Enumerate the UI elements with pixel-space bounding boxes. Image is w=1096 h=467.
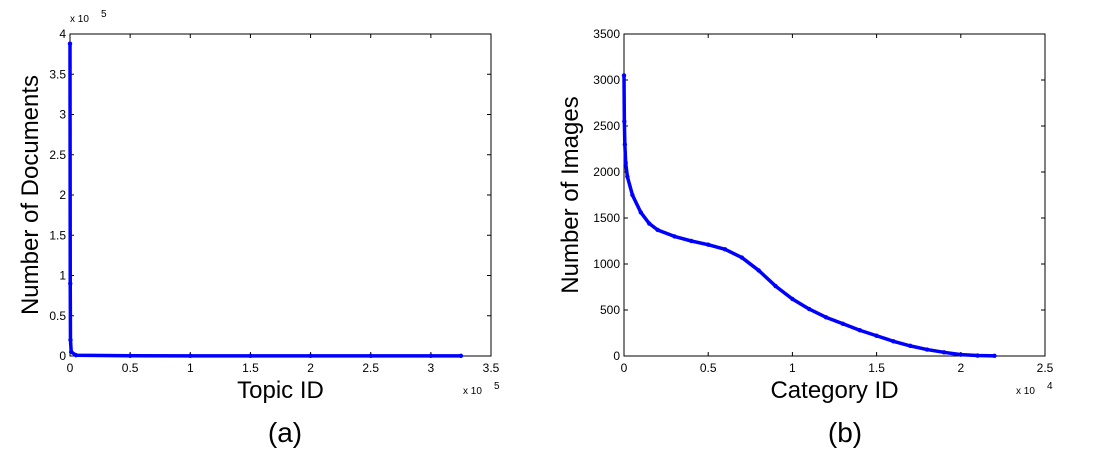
- x-tick-label: 0: [621, 361, 628, 375]
- x-tick-label: 0.5: [700, 361, 717, 375]
- y-tick-label: 2: [59, 188, 66, 202]
- data-point: [840, 321, 846, 326]
- data-point: [458, 353, 464, 359]
- data-point: [68, 337, 73, 343]
- data-point: [69, 349, 74, 355]
- x-tick-label: 1.5: [242, 361, 259, 375]
- y-tick-label: 3000: [593, 73, 620, 87]
- data-point: [857, 328, 862, 333]
- y-axis-label: Number of Documents: [17, 75, 44, 315]
- data-point: [647, 221, 652, 226]
- y-tick-label: 0: [613, 349, 620, 363]
- data-point: [992, 353, 997, 359]
- data-point: [790, 296, 795, 302]
- data-point: [188, 353, 193, 359]
- data-point: [655, 227, 660, 233]
- x-axis-multiplier: x 10: [1016, 386, 1035, 397]
- y-tick-label: 1.5: [49, 228, 66, 242]
- data-point: [975, 353, 980, 358]
- y-tick-label: 1000: [593, 257, 620, 271]
- data-point: [958, 352, 963, 357]
- data-point: [622, 142, 628, 147]
- y-tick-label: 1: [59, 269, 66, 283]
- x-axis-label: Category ID: [770, 377, 898, 404]
- data-point: [428, 353, 434, 359]
- data-point: [638, 210, 644, 215]
- data-point: [773, 283, 778, 289]
- data-point: [368, 353, 373, 359]
- data-point: [68, 281, 73, 286]
- y-tick-label: 2.5: [49, 148, 66, 162]
- series-line: [622, 73, 997, 358]
- data-point: [807, 306, 812, 312]
- data-point: [908, 343, 913, 349]
- y-axis-label: Number of Images: [557, 96, 584, 293]
- data-point: [73, 352, 79, 358]
- data-point: [625, 174, 630, 179]
- data-point: [689, 238, 694, 244]
- data-point: [941, 350, 947, 355]
- x-tick-label: 1.5: [868, 361, 885, 375]
- y-tick-label: 500: [600, 303, 620, 317]
- data-point: [127, 353, 133, 358]
- y-tick-label: 0.5: [49, 309, 66, 323]
- data-point: [67, 41, 73, 46]
- x-tick-label: 3.5: [483, 361, 500, 375]
- x-tick-label: 0.5: [122, 361, 139, 375]
- x-tick-label: 2.5: [362, 361, 379, 375]
- data-point: [756, 268, 761, 273]
- y-tick-label: 1500: [593, 211, 620, 225]
- chart-a: 0 0.5 1 1.5 2 2.5 3 3.5 0 0.5 1 1.5 2 2.5 3 3.5 4 Topic I…: [17, 9, 500, 404]
- chart-b: 0 0.5 1 1.5 2 2.5 0 500 1000 1500 2000 2500 3000 3500…: [557, 27, 1054, 404]
- x-tick-label: 0: [67, 361, 74, 375]
- y-tick-label: 3: [59, 108, 66, 122]
- data-point: [672, 234, 677, 239]
- plot-frame: [69, 33, 492, 357]
- data-point: [248, 353, 253, 359]
- y-tick-label: 2500: [593, 119, 620, 133]
- x-axis-multiplier: x 10: [463, 386, 482, 397]
- data-point: [722, 247, 728, 252]
- y-axis-exponent: 5: [101, 9, 107, 20]
- x-axis-exponent: 5: [494, 381, 500, 392]
- data-point: [621, 73, 627, 78]
- data-point: [739, 255, 745, 260]
- x-tick-label: 3: [428, 361, 435, 375]
- data-point: [874, 333, 879, 338]
- caption-a: (a): [268, 417, 302, 448]
- data-point: [622, 119, 627, 124]
- plot-frame: [623, 33, 1046, 357]
- x-tick-label: 2: [957, 361, 964, 375]
- data-point: [630, 192, 635, 198]
- y-tick-label: 3500: [593, 27, 620, 41]
- x-tick-label: 2: [307, 361, 314, 375]
- y-axis-multiplier: x 10: [70, 14, 89, 25]
- x-tick-label: 1: [187, 361, 194, 375]
- data-point: [706, 242, 711, 247]
- data-point: [924, 347, 930, 352]
- data-point: [308, 353, 313, 359]
- y-tick-label: 4: [59, 27, 66, 41]
- data-point: [623, 160, 628, 165]
- data-point: [891, 339, 896, 344]
- y-tick-label: 3.5: [49, 67, 66, 81]
- x-axis-label: Topic ID: [237, 377, 324, 404]
- data-point: [823, 315, 829, 320]
- x-tick-label: 2.5: [1037, 361, 1054, 375]
- x-axis-exponent: 4: [1047, 381, 1053, 392]
- y-tick-label: 2000: [593, 165, 620, 179]
- y-tick-label: 0: [59, 349, 66, 363]
- caption-b: (b): [828, 417, 862, 448]
- x-tick-label: 1: [789, 361, 796, 375]
- series-line: [68, 41, 463, 358]
